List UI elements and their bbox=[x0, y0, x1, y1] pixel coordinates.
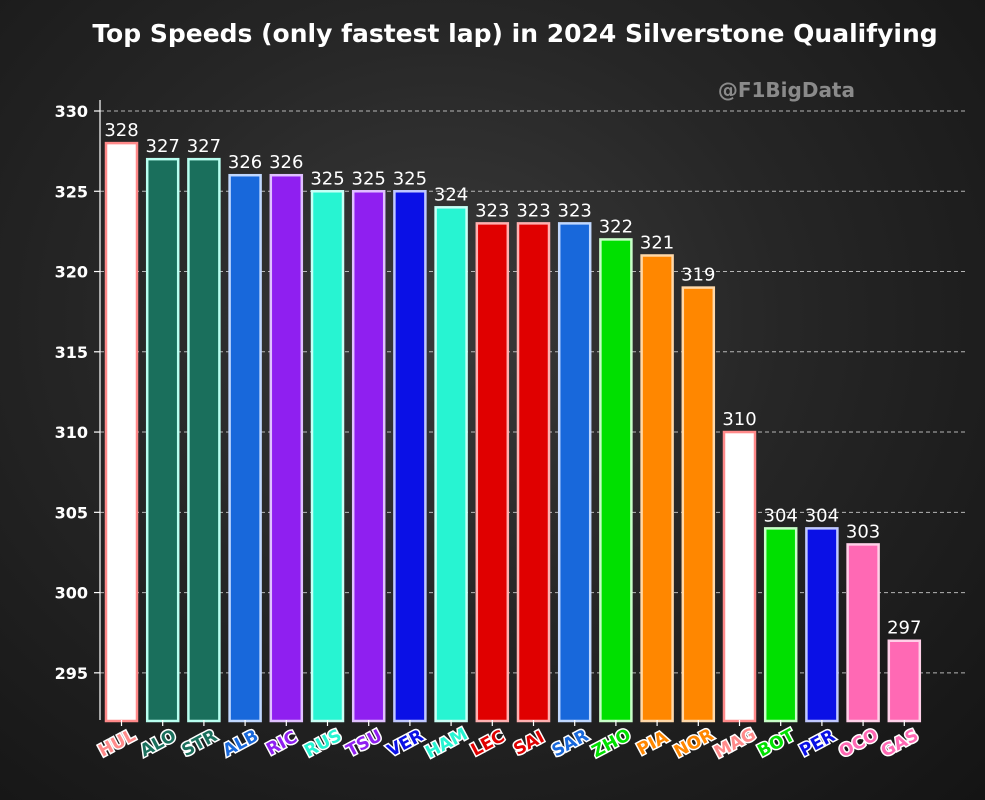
bar-lec bbox=[475, 222, 510, 723]
value-label: 297 bbox=[887, 618, 921, 639]
xtick-label: SAI bbox=[510, 727, 547, 760]
xtick-label: STR bbox=[179, 726, 221, 761]
xtick-label: VER bbox=[384, 726, 427, 761]
value-label: 310 bbox=[722, 409, 756, 430]
value-label: 319 bbox=[681, 265, 715, 286]
value-label: 322 bbox=[599, 216, 633, 237]
value-label: 328 bbox=[104, 120, 138, 141]
ytick-label: 300 bbox=[55, 584, 88, 603]
bars-layer bbox=[104, 141, 922, 723]
bar-hul bbox=[104, 141, 139, 723]
bar-bot bbox=[763, 527, 798, 723]
xtick-label: HAM bbox=[422, 724, 471, 762]
value-label: 304 bbox=[764, 505, 798, 526]
xtick-label: TSU bbox=[343, 726, 386, 761]
value-label: 325 bbox=[393, 168, 427, 189]
ytick-label: 310 bbox=[55, 423, 88, 442]
xtick-label: PER bbox=[796, 726, 838, 761]
value-label: 326 bbox=[269, 152, 303, 173]
bar-rus bbox=[310, 190, 345, 723]
bar-str bbox=[187, 157, 221, 723]
ytick-label: 295 bbox=[55, 664, 88, 683]
xtick-label: ZHO bbox=[589, 725, 635, 762]
xtick-label: ALO bbox=[137, 726, 180, 761]
xtick-label: LEC bbox=[468, 727, 508, 761]
bar-oco bbox=[846, 543, 880, 723]
value-label: 324 bbox=[434, 184, 468, 205]
bar-ver bbox=[393, 190, 427, 723]
value-label: 325 bbox=[352, 168, 386, 189]
value-label: 323 bbox=[558, 200, 592, 221]
value-label: 323 bbox=[475, 200, 509, 221]
ytick-label: 315 bbox=[55, 343, 88, 362]
xtick-label: SAR bbox=[549, 726, 592, 762]
ytick-label: 305 bbox=[55, 503, 88, 522]
bar-zho bbox=[599, 238, 633, 723]
xtick-label: ALB bbox=[220, 726, 262, 761]
bar-ham bbox=[434, 206, 468, 723]
value-label: 327 bbox=[146, 136, 180, 157]
bar-per bbox=[805, 527, 839, 723]
value-label: 325 bbox=[310, 168, 344, 189]
xtick-label: OCO bbox=[836, 725, 882, 762]
bar-pia bbox=[640, 254, 674, 723]
xtick-label: RUS bbox=[301, 726, 345, 762]
ytick-label: 330 bbox=[55, 102, 88, 121]
value-label: 303 bbox=[846, 521, 880, 542]
bar-alb bbox=[228, 173, 262, 723]
bar-alo bbox=[145, 157, 180, 723]
xtick-label: RIC bbox=[263, 727, 301, 760]
bar-ric bbox=[269, 173, 304, 723]
bar-tsu bbox=[351, 190, 386, 723]
value-label: 323 bbox=[516, 200, 550, 221]
bar-sar bbox=[557, 222, 592, 723]
bar-mag bbox=[722, 430, 757, 723]
value-label: 327 bbox=[187, 136, 221, 157]
xtick-label: MAG bbox=[711, 724, 759, 762]
axis-layer: 295 300 305 310 315 320 325 330 bbox=[55, 100, 905, 726]
chart-title: Top Speeds (only fastest lap) in 2024 Si… bbox=[92, 19, 937, 48]
xtick-label: BOT bbox=[754, 725, 798, 761]
value-label: 326 bbox=[228, 152, 262, 173]
watermark: @F1BigData bbox=[718, 78, 855, 102]
xtick-label: PIA bbox=[634, 727, 672, 760]
value-label: 321 bbox=[640, 232, 674, 253]
bar-sai bbox=[516, 222, 551, 723]
xtick-label: NOR bbox=[671, 725, 717, 762]
bar-gas bbox=[887, 639, 922, 723]
xtick-label: HUL bbox=[95, 726, 139, 762]
ytick-label: 325 bbox=[55, 182, 88, 201]
bar-nor bbox=[681, 286, 716, 723]
ytick-label: 320 bbox=[55, 263, 88, 282]
value-label: 304 bbox=[805, 505, 839, 526]
xtick-label: GAS bbox=[878, 726, 922, 762]
